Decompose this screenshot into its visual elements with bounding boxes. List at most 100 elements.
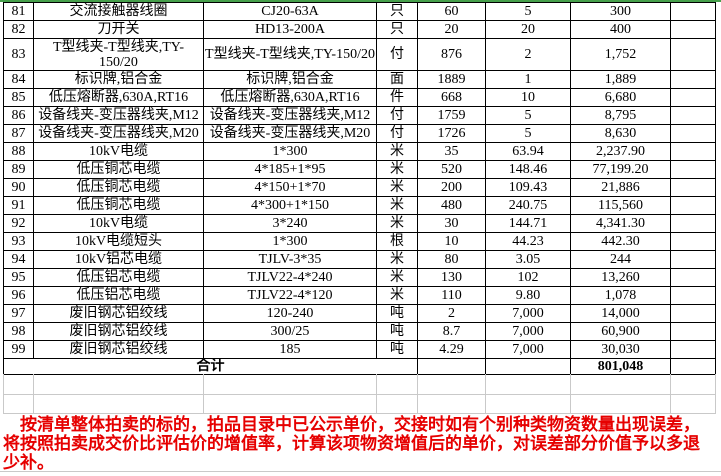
empty-cell[interactable] — [485, 374, 571, 395]
qty-cell[interactable]: 200 — [417, 178, 486, 197]
unit-cell[interactable]: 米 — [376, 286, 418, 305]
item-name-cell[interactable]: T型线夹-T型线夹,TY-150/20 — [33, 38, 204, 71]
row-number-cell[interactable]: 90 — [3, 178, 34, 197]
unit-cell[interactable]: 面 — [376, 70, 418, 89]
empty-cell[interactable] — [485, 394, 571, 414]
item-name-cell[interactable]: 废旧钢芯铝绞线 — [33, 322, 204, 341]
amount-cell[interactable]: 6,680 — [570, 88, 671, 107]
extra-cell[interactable] — [670, 286, 716, 305]
extra-cell[interactable] — [670, 178, 716, 197]
spec-cell[interactable]: HD13-200A — [203, 20, 377, 39]
qty-cell[interactable]: 1889 — [417, 70, 486, 89]
amount-cell[interactable]: 1,752 — [570, 38, 671, 71]
extra-cell[interactable] — [670, 38, 716, 71]
price-cell[interactable]: 63.94 — [485, 142, 571, 161]
qty-cell[interactable]: 10 — [417, 232, 486, 251]
spec-cell[interactable]: 低压熔断器,630A,RT16 — [203, 88, 377, 107]
item-name-cell[interactable]: 低压铜芯电缆 — [33, 196, 204, 215]
row-number-cell[interactable]: 93 — [3, 232, 34, 251]
row-number-cell[interactable]: 82 — [3, 20, 34, 39]
empty-cell[interactable] — [3, 374, 34, 395]
empty-cell[interactable] — [33, 394, 204, 414]
qty-cell[interactable]: 80 — [417, 250, 486, 269]
spec-cell[interactable]: 4*150+1*70 — [203, 178, 377, 197]
amount-cell[interactable]: 13,260 — [570, 268, 671, 287]
row-number-cell[interactable]: 91 — [3, 196, 34, 215]
qty-cell[interactable]: 30 — [417, 214, 486, 233]
unit-cell[interactable]: 只 — [376, 20, 418, 39]
qty-cell[interactable]: 35 — [417, 142, 486, 161]
amount-cell[interactable]: 14,000 — [570, 304, 671, 323]
qty-cell[interactable]: 130 — [417, 268, 486, 287]
spec-cell[interactable]: TJLV22-4*240 — [203, 268, 377, 287]
spec-cell[interactable]: 4*300+1*150 — [203, 196, 377, 215]
empty-cell[interactable] — [570, 374, 671, 395]
item-name-cell[interactable]: 低压铝芯电缆 — [33, 286, 204, 305]
amount-cell[interactable]: 60,900 — [570, 322, 671, 341]
amount-cell[interactable]: 300 — [570, 2, 671, 21]
total-label-cell[interactable]: 合计 — [3, 358, 418, 375]
auction-note[interactable]: 按清单整体拍卖的标的，拍品目录中已公示单价，交接时如有个别种类物资数量出现误差，… — [3, 415, 715, 472]
qty-cell[interactable]: 480 — [417, 196, 486, 215]
amount-cell[interactable]: 244 — [570, 250, 671, 269]
price-cell[interactable]: 10 — [485, 88, 571, 107]
item-name-cell[interactable]: 低压铝芯电缆 — [33, 268, 204, 287]
item-name-cell[interactable]: 10kV电缆短头 — [33, 232, 204, 251]
extra-cell[interactable] — [670, 70, 716, 89]
row-number-cell[interactable]: 99 — [3, 340, 34, 359]
total-extra-cell[interactable] — [670, 358, 716, 375]
unit-cell[interactable]: 付 — [376, 38, 418, 71]
row-number-cell[interactable]: 83 — [3, 38, 34, 71]
extra-cell[interactable] — [670, 88, 716, 107]
row-number-cell[interactable]: 89 — [3, 160, 34, 179]
item-name-cell[interactable]: 低压铜芯电缆 — [33, 178, 204, 197]
row-number-cell[interactable]: 94 — [3, 250, 34, 269]
unit-cell[interactable]: 米 — [376, 160, 418, 179]
qty-cell[interactable]: 4.29 — [417, 340, 486, 359]
extra-cell[interactable] — [670, 268, 716, 287]
amount-cell[interactable]: 1,889 — [570, 70, 671, 89]
total-amount-cell[interactable]: 801,048 — [570, 358, 671, 375]
spec-cell[interactable]: TJLV22-4*120 — [203, 286, 377, 305]
amount-cell[interactable]: 2,237.90 — [570, 142, 671, 161]
row-number-cell[interactable]: 81 — [3, 2, 34, 21]
total-qty-cell[interactable] — [417, 358, 486, 375]
price-cell[interactable]: 7,000 — [485, 340, 571, 359]
spec-cell[interactable]: 185 — [203, 340, 377, 359]
empty-cell[interactable] — [203, 394, 377, 414]
price-cell[interactable]: 5 — [485, 106, 571, 125]
row-number-cell[interactable]: 86 — [3, 106, 34, 125]
spec-cell[interactable]: TJLV-3*35 — [203, 250, 377, 269]
spec-cell[interactable]: 3*240 — [203, 214, 377, 233]
extra-cell[interactable] — [670, 214, 716, 233]
price-cell[interactable]: 7,000 — [485, 322, 571, 341]
price-cell[interactable]: 44.23 — [485, 232, 571, 251]
item-name-cell[interactable]: 设备线夹-变压器线夹,M12 — [33, 106, 204, 125]
item-name-cell[interactable]: 交流接触器线圈 — [33, 2, 204, 21]
spec-cell[interactable]: T型线夹-T型线夹,TY-150/20 — [203, 38, 377, 71]
item-name-cell[interactable]: 10kV电缆 — [33, 214, 204, 233]
qty-cell[interactable]: 520 — [417, 160, 486, 179]
row-number-cell[interactable]: 92 — [3, 214, 34, 233]
item-name-cell[interactable]: 标识牌,铝合金 — [33, 70, 204, 89]
spec-cell[interactable]: 1*300 — [203, 232, 377, 251]
row-number-cell[interactable]: 87 — [3, 124, 34, 143]
item-name-cell[interactable]: 10kV电缆 — [33, 142, 204, 161]
amount-cell[interactable]: 30,030 — [570, 340, 671, 359]
price-cell[interactable]: 9.80 — [485, 286, 571, 305]
extra-cell[interactable] — [670, 106, 716, 125]
qty-cell[interactable]: 668 — [417, 88, 486, 107]
unit-cell[interactable]: 吨 — [376, 304, 418, 323]
qty-cell[interactable]: 60 — [417, 2, 486, 21]
row-number-cell[interactable]: 84 — [3, 70, 34, 89]
empty-cell[interactable] — [670, 374, 716, 395]
price-cell[interactable]: 109.43 — [485, 178, 571, 197]
row-number-cell[interactable]: 85 — [3, 88, 34, 107]
row-number-cell[interactable]: 97 — [3, 304, 34, 323]
unit-cell[interactable]: 吨 — [376, 322, 418, 341]
extra-cell[interactable] — [670, 196, 716, 215]
qty-cell[interactable]: 1726 — [417, 124, 486, 143]
empty-cell[interactable] — [670, 394, 716, 414]
price-cell[interactable]: 5 — [485, 2, 571, 21]
spec-cell[interactable]: 设备线夹-变压器线夹,M20 — [203, 124, 377, 143]
